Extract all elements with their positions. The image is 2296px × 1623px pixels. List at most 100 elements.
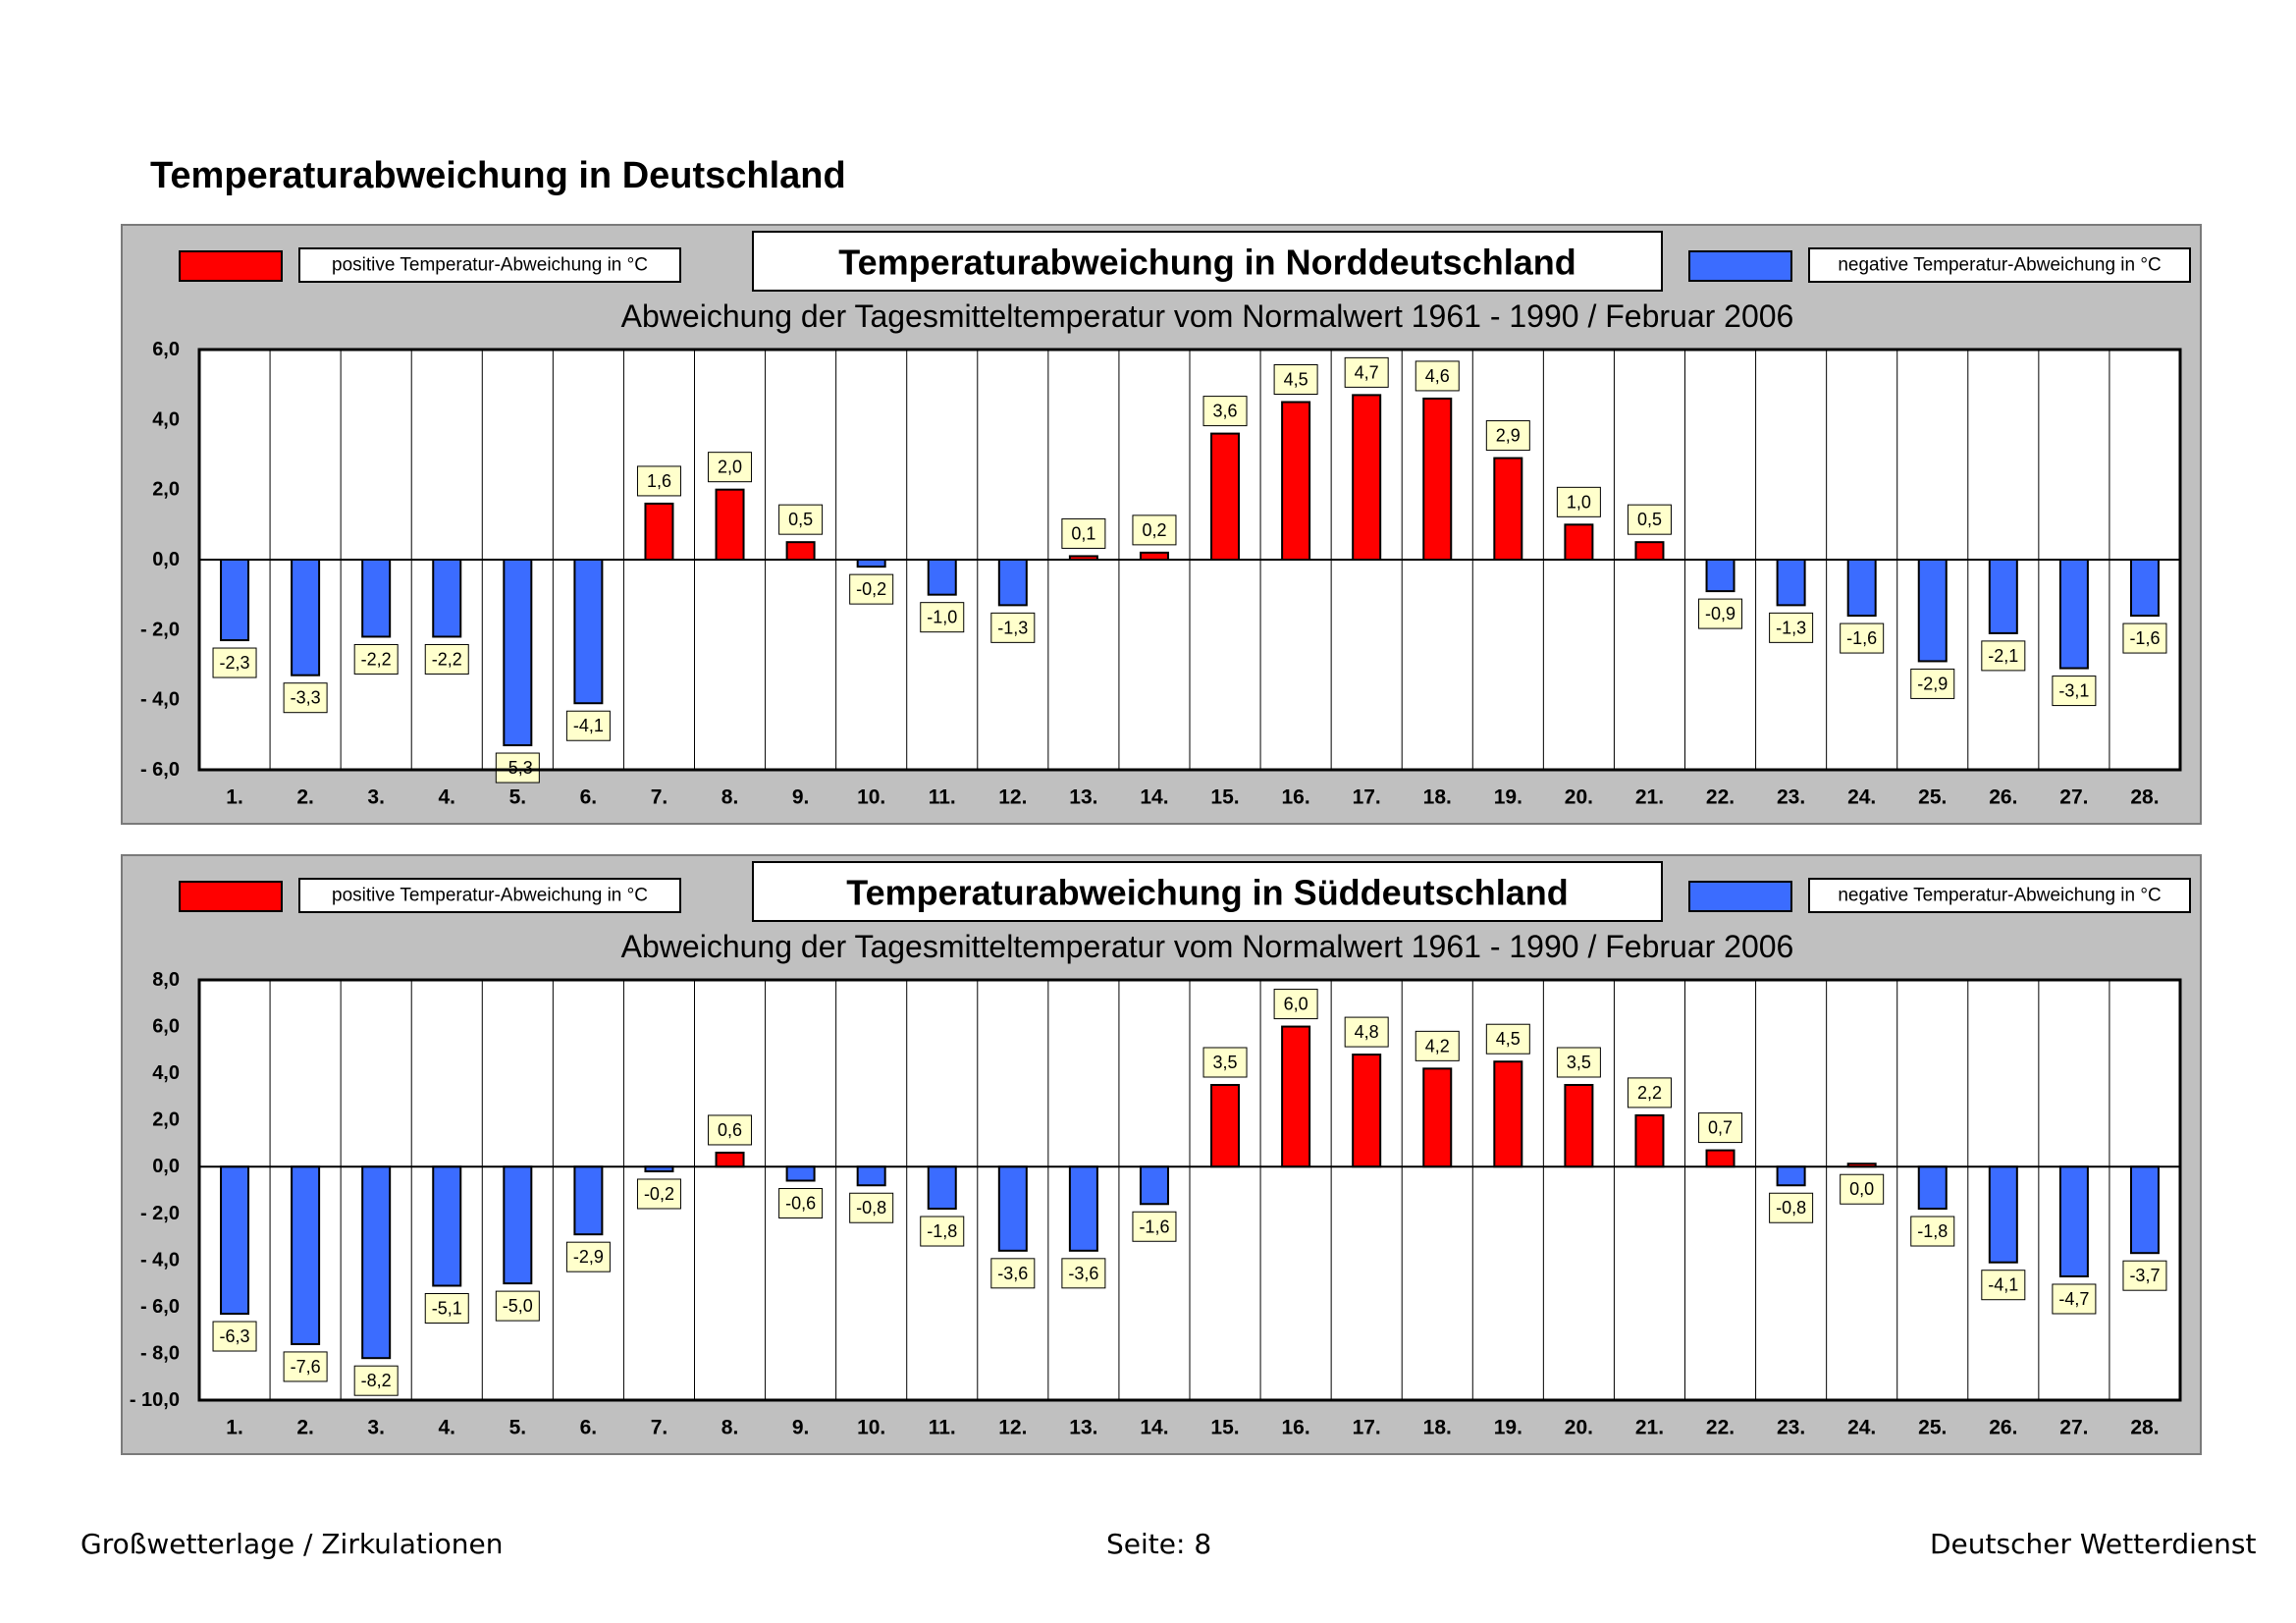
bar-day-6 <box>573 1165 604 1236</box>
y-tick-label: 8,0 <box>152 969 180 991</box>
bar-day-7 <box>644 502 674 561</box>
bar-day-22 <box>1705 559 1735 593</box>
data-label-day-11: -1,0 <box>927 608 957 627</box>
bar-day-14 <box>1139 551 1169 562</box>
data-label-box <box>283 1351 328 1382</box>
data-label-box <box>1132 514 1177 546</box>
data-label-box <box>636 465 681 497</box>
data-label-box <box>212 647 257 678</box>
data-label-day-28: -1,6 <box>2129 628 2160 648</box>
data-label-box <box>1627 504 1672 535</box>
data-label-day-28: -3,7 <box>2129 1266 2160 1285</box>
bar-day-19 <box>1493 1060 1523 1168</box>
x-tick-label: 23. <box>1777 1417 1805 1439</box>
data-label-box <box>1556 486 1601 517</box>
data-label-box <box>1769 1192 1814 1223</box>
data-label-day-17: 4,7 <box>1355 362 1379 382</box>
data-label-box <box>1344 356 1389 388</box>
bar-day-8 <box>715 1151 745 1168</box>
bar-day-23 <box>1776 1165 1806 1187</box>
x-tick-label: 16. <box>1282 786 1310 809</box>
data-label-box <box>1627 1077 1672 1109</box>
x-tick-label: 19. <box>1494 786 1522 809</box>
bar-day-14 <box>1139 1165 1169 1206</box>
y-tick-label: - 6,0 <box>140 1296 180 1318</box>
data-label-day-5: -5,0 <box>503 1296 533 1316</box>
data-label-day-22: -0,9 <box>1705 604 1735 623</box>
data-label-day-25: -1,8 <box>1917 1221 1948 1241</box>
data-label-box <box>1556 1047 1601 1078</box>
data-label-box <box>1910 1216 1955 1247</box>
bar-day-11 <box>927 559 957 596</box>
data-label-day-23: -0,8 <box>1776 1198 1806 1217</box>
x-tick-label: 27. <box>2059 1417 2088 1439</box>
x-tick-label: 8. <box>721 786 739 809</box>
legend-negative-label: negative Temperatur-Abweichung in °C <box>1838 886 2161 906</box>
bar-day-20 <box>1564 523 1594 562</box>
footer-page-number: Seite: 8 <box>1106 1528 1212 1560</box>
data-label-day-16: 6,0 <box>1284 995 1308 1014</box>
x-tick-label: 12. <box>998 786 1027 809</box>
bar-day-13 <box>1068 1165 1098 1252</box>
bar-day-21 <box>1634 541 1665 561</box>
x-tick-label: 1. <box>226 786 243 809</box>
data-label-box <box>849 1192 894 1223</box>
bar-day-20 <box>1564 1084 1594 1168</box>
data-label-box <box>1415 1030 1460 1061</box>
data-label-box <box>2122 1260 2167 1291</box>
data-label-day-12: -1,3 <box>997 618 1028 637</box>
data-label-day-19: 2,9 <box>1496 426 1521 446</box>
data-label-day-23: -1,3 <box>1776 618 1806 637</box>
data-label-day-13: -3,6 <box>1068 1264 1098 1283</box>
x-tick-label: 21. <box>1635 786 1664 809</box>
data-label-day-13: 0,1 <box>1071 523 1095 543</box>
x-tick-label: 15. <box>1210 786 1239 809</box>
data-label-box <box>1769 612 1814 643</box>
data-label-day-18: 4,2 <box>1425 1036 1450 1055</box>
data-label-day-9: 0,5 <box>788 510 813 529</box>
data-label-day-16: 4,5 <box>1284 370 1308 390</box>
x-tick-label: 18. <box>1423 1417 1452 1439</box>
legend-positive-label: positive Temperatur-Abweichung in °C <box>332 886 648 906</box>
data-label-day-7: -0,2 <box>644 1184 674 1204</box>
data-label-day-1: -2,3 <box>220 653 250 673</box>
bar-day-28 <box>2129 559 2160 618</box>
data-label-day-21: 2,2 <box>1637 1083 1662 1103</box>
data-label-box <box>565 1241 611 1272</box>
x-tick-label: 25. <box>1918 786 1947 809</box>
data-label-box <box>1273 989 1318 1020</box>
x-tick-label: 12. <box>998 1417 1027 1439</box>
data-label-day-6: -2,9 <box>573 1247 604 1267</box>
y-tick-label: 4,0 <box>152 408 180 430</box>
data-label-day-2: -7,6 <box>291 1357 321 1377</box>
legend-negative-box <box>1808 247 2191 283</box>
data-label-day-9: -0,6 <box>785 1193 816 1213</box>
bar-day-3 <box>361 559 392 638</box>
data-label-day-24: 0,0 <box>1849 1179 1874 1199</box>
chart-title: Temperaturabweichung in Süddeutschland <box>846 873 1568 913</box>
legend-negative-label: negative Temperatur-Abweichung in °C <box>1838 255 2161 276</box>
data-label-box <box>1698 598 1743 629</box>
data-label-box <box>1485 420 1530 452</box>
legend-positive-box <box>298 247 681 283</box>
data-label-day-3: -2,2 <box>361 649 392 669</box>
data-label-box <box>565 710 611 741</box>
data-label-box <box>778 504 824 535</box>
data-label-box <box>708 452 753 483</box>
data-label-day-8: 2,0 <box>718 458 742 477</box>
data-label-day-10: -0,2 <box>856 579 886 599</box>
bar-day-15 <box>1210 432 1241 561</box>
bar-day-26 <box>1988 1165 2018 1264</box>
x-tick-label: 13. <box>1069 786 1097 809</box>
data-label-box <box>424 643 469 675</box>
x-tick-label: 5. <box>509 1417 527 1439</box>
data-label-day-15: 3,6 <box>1213 402 1238 421</box>
bar-day-16 <box>1281 401 1311 561</box>
chart-title: Temperaturabweichung in Norddeutschland <box>838 243 1575 283</box>
data-label-box <box>1698 1112 1743 1144</box>
data-label-box <box>1132 1211 1177 1242</box>
bar-day-9 <box>785 1165 816 1182</box>
chart-title-box <box>752 231 1663 292</box>
x-tick-label: 11. <box>929 1417 956 1439</box>
data-label-box <box>1273 364 1318 395</box>
